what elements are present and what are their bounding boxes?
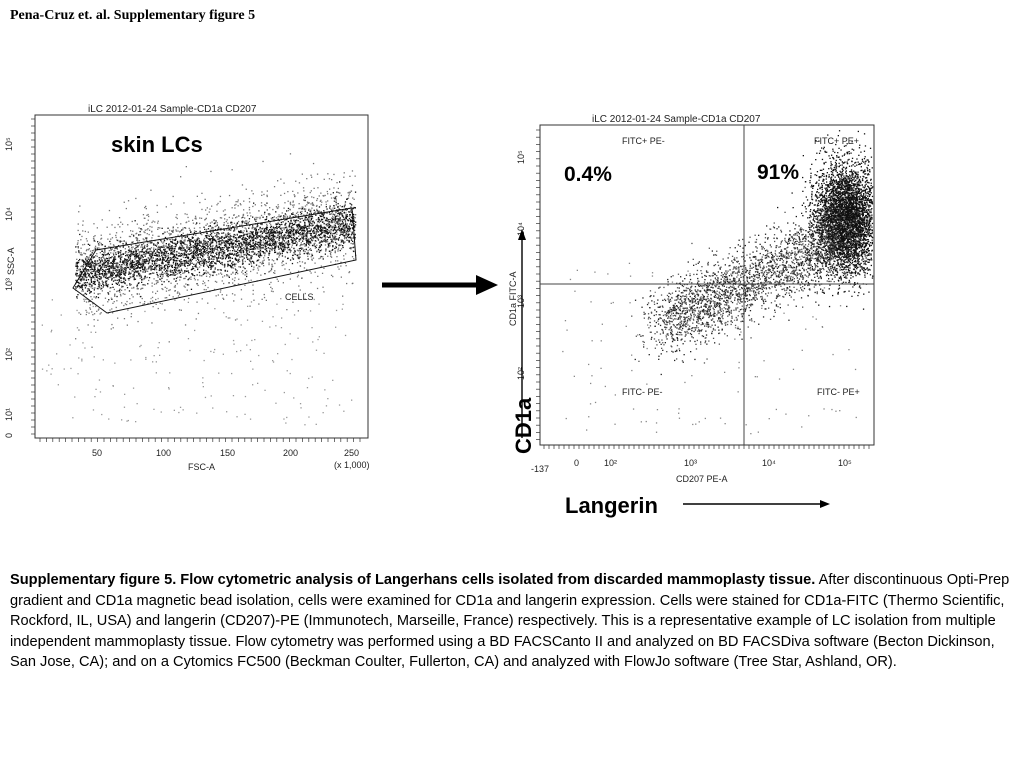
figure-header: Pena-Cruz et. al. Supplementary figure 5 xyxy=(10,8,256,23)
fsc-ssc-plot: iLC 2012-01-24 Sample-CD1a CD207 CELLS s… xyxy=(0,95,380,480)
right-y-tick: 10³ xyxy=(516,295,526,308)
langerin-label: Langerin xyxy=(565,493,658,518)
cells-gate-label: CELLS xyxy=(285,292,314,302)
quadrant-lower-left-label: FITC- PE- xyxy=(622,387,663,397)
right-x-tick: 10⁵ xyxy=(838,458,852,468)
right-x-tick: 10³ xyxy=(684,458,697,468)
upper-left-percentage: 0.4% xyxy=(564,163,612,186)
right-x-tick: 10² xyxy=(604,458,617,468)
fsc-ssc-events xyxy=(41,153,357,426)
quadrant-upper-left-label: FITC+ PE- xyxy=(622,136,665,146)
right-axis-tick-marks xyxy=(536,129,870,449)
left-axis-tick-marks xyxy=(31,118,361,442)
left-y-tick: 10³ xyxy=(4,278,14,291)
right-y-tick: 10⁵ xyxy=(516,150,526,164)
left-y-tick: 10⁴ xyxy=(4,207,14,221)
left-plot-frame xyxy=(34,114,369,439)
left-x-scale-note: (x 1,000) xyxy=(334,460,370,470)
left-x-tick: 200 xyxy=(283,448,298,458)
left-x-ticks: 50 100 150 200 250 xyxy=(92,448,359,458)
right-y-tick: 10² xyxy=(516,367,526,380)
skin-lcs-label: skin LCs xyxy=(111,132,203,157)
right-y-tick: 10⁴ xyxy=(516,222,526,236)
right-x-ticks: -137 0 10² 10³ 10⁴ 10⁵ xyxy=(531,458,852,474)
right-y-ticks: 10⁵ 10⁴ 10³ 10² xyxy=(516,150,526,380)
right-plot-frame xyxy=(539,124,875,446)
right-x-tick: 0 xyxy=(574,458,579,468)
left-plot-sample-title: iLC 2012-01-24 Sample-CD1a CD207 xyxy=(88,104,257,115)
right-x-tick: -137 xyxy=(531,464,549,474)
cells-gate xyxy=(72,207,357,314)
right-plot-sample-title: iLC 2012-01-24 Sample-CD1a CD207 xyxy=(592,114,761,125)
left-x-axis-label: FSC-A xyxy=(188,462,215,472)
langerin-arrowhead xyxy=(820,500,830,508)
left-y-tick: 0 xyxy=(4,433,14,438)
left-x-tick: 250 xyxy=(344,448,359,458)
left-y-tick: 10⁵ xyxy=(4,137,14,151)
left-y-axis-label: SSC-A xyxy=(6,247,16,275)
left-x-tick: 150 xyxy=(220,448,235,458)
cd1a-arrowhead xyxy=(518,229,526,240)
left-y-tick: 10¹ xyxy=(4,408,14,421)
quadrant-upper-right-label: FITC+ PE+ xyxy=(814,136,859,146)
left-x-tick: 50 xyxy=(92,448,102,458)
left-x-tick: 100 xyxy=(156,448,171,458)
left-y-tick: 10² xyxy=(4,348,14,361)
transition-arrow xyxy=(380,272,500,303)
upper-right-percentage: 91% xyxy=(757,161,799,184)
right-y-axis-label: CD1a FITC-A xyxy=(508,271,518,326)
caption-body: After discontinuous Opti-Prep gradient a… xyxy=(10,572,1010,670)
cd207-cd1a-plot: iLC 2012-01-24 Sample-CD1a CD207 FITC+ P… xyxy=(500,108,900,520)
right-x-tick: 10⁴ xyxy=(762,458,776,468)
caption-bold-lead: Supplementary figure 5. Flow cytometric … xyxy=(10,572,816,588)
cd1a-label: CD1a xyxy=(511,397,536,454)
left-y-ticks: 10⁵ 10⁴ 10³ 10² 10¹ 0 xyxy=(4,137,14,438)
quadrant-lower-right-label: FITC- PE+ xyxy=(817,387,860,397)
right-x-axis-label: CD207 PE-A xyxy=(676,474,728,484)
figure-caption: Supplementary figure 5. Flow cytometric … xyxy=(10,570,1015,673)
